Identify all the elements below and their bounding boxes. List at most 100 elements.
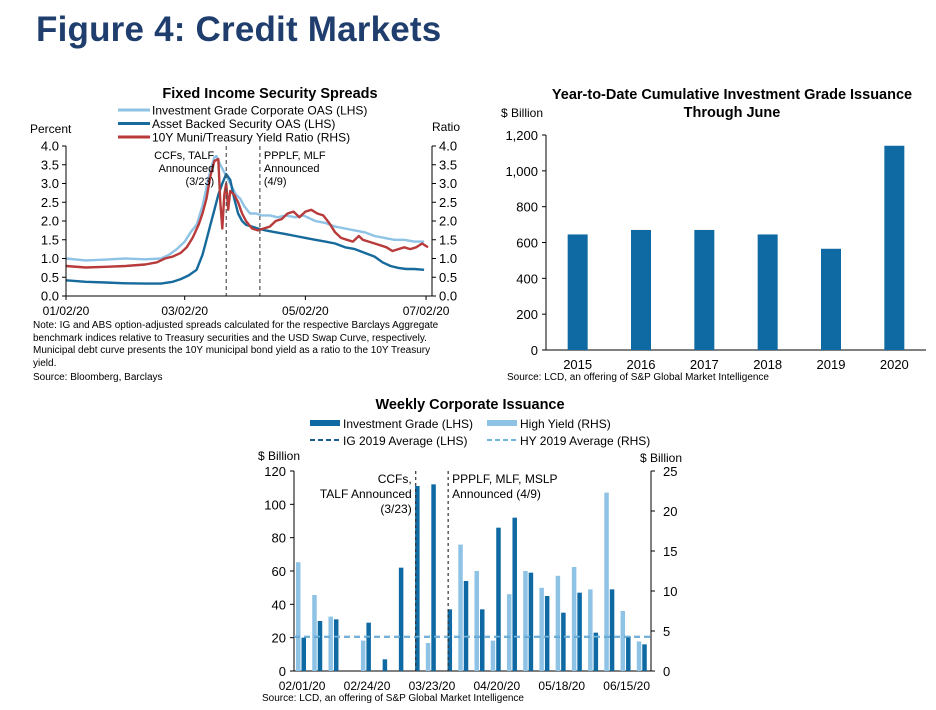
hy-bar — [588, 589, 593, 671]
hy-bar — [620, 611, 626, 671]
weekly-chart-title: Weekly Corporate Issuance — [375, 397, 565, 413]
event-annotation: (4/9) — [264, 176, 287, 188]
y-tick-label-right: 0 — [663, 664, 670, 679]
spreads-note: Note: IG and ABS option-adjusted spreads… — [33, 320, 439, 369]
y-tick-label: 2.5 — [41, 195, 59, 210]
weekly-source: Source: LCD, an offering of S&P Global M… — [262, 693, 524, 704]
ig-bar — [577, 592, 582, 671]
spreads-legend: Investment Grade Corporate OAS (LHS)Asse… — [118, 104, 367, 145]
spreads-chart: Investment Grade Corporate OAS (LHS)Asse… — [30, 104, 460, 319]
x-tick-label: 2016 — [627, 357, 656, 372]
ig-bar — [480, 609, 485, 671]
weekly-right-axis-label: $ Billion — [640, 451, 682, 465]
series-line — [65, 157, 429, 269]
hy-bar — [636, 641, 642, 671]
event-annotation: CCFs, — [378, 472, 412, 486]
ig-bar — [382, 659, 388, 671]
y-tick-label-right: 25 — [663, 464, 677, 479]
ig-bar — [447, 609, 453, 671]
y-tick-label: 2.0 — [41, 214, 59, 229]
x-tick-label: 02/24/20 — [344, 679, 391, 693]
y-tick-label-right: 0.5 — [439, 270, 457, 285]
event-annotation: PPPLF, MLF, MSLP — [452, 472, 557, 486]
y-tick-label-right: 15 — [663, 544, 677, 559]
y-tick-label-right: 10 — [663, 584, 677, 599]
ig-bar — [431, 484, 436, 671]
hy-bar — [571, 567, 577, 671]
x-tick-label: 02/01/20 — [279, 679, 326, 693]
ig-bar — [642, 644, 647, 671]
bar — [631, 229, 651, 350]
legend-label: IG 2019 Average (LHS) — [343, 434, 468, 448]
bar — [884, 145, 905, 350]
hy-bar — [539, 587, 544, 671]
y-tick-label: 800 — [516, 200, 538, 215]
y-tick-label: 400 — [516, 271, 538, 286]
ig-bar — [528, 572, 534, 671]
spreads-source: Source: Bloomberg, Barclays — [33, 372, 163, 383]
ig-bar — [512, 517, 517, 671]
hy-bar — [458, 544, 463, 671]
legend-label: Investment Grade (LHS) — [343, 417, 473, 431]
x-tick-label: 2015 — [563, 357, 592, 372]
y-tick-label: 1,200 — [505, 128, 538, 143]
x-tick-label: 07/02/20 — [403, 304, 450, 318]
y-tick-label-right: 20 — [663, 504, 677, 519]
y-tick-label: 200 — [516, 307, 538, 322]
x-tick-label: 2019 — [817, 357, 846, 372]
hy-bar — [506, 594, 512, 671]
ytd-title-line-1: Year-to-Date Cumulative Investment Grade… — [551, 87, 913, 103]
ig-bar — [301, 637, 306, 671]
x-tick-label: 05/02/20 — [282, 304, 329, 318]
event-annotation: Announced — [264, 163, 320, 175]
y-tick-label: 600 — [516, 236, 538, 251]
x-tick-label: 2018 — [753, 357, 782, 372]
figure-title: Figure 4: Credit Markets — [36, 10, 442, 49]
weekly-chart: Investment Grade (LHS) High Yield (RHS) IG… — [258, 417, 682, 693]
ig-bar — [609, 589, 615, 671]
ig-bar — [463, 581, 469, 671]
x-tick-label: 01/02/20 — [43, 304, 90, 318]
ig-bar — [333, 619, 339, 671]
y-tick-label: 100 — [264, 497, 286, 512]
event-annotation: (3/23) — [380, 502, 411, 516]
legend-label: High Yield (RHS) — [520, 417, 611, 431]
bar — [821, 248, 841, 350]
x-tick-label: 05/18/20 — [538, 679, 585, 693]
ytd-chart: $ Billion 0 200 400 600 800 1,000 1,200 2015 201… — [501, 106, 926, 372]
ig-bar — [496, 527, 501, 671]
weekly-left-axis-label: $ Billion — [258, 449, 300, 463]
hy-bar — [312, 595, 317, 671]
ig-bar — [415, 486, 420, 671]
weekly-legend: Investment Grade (LHS) High Yield (RHS) IG… — [310, 417, 650, 448]
ig-bar — [366, 622, 371, 671]
y-tick-label: 60 — [272, 564, 286, 579]
y-tick-label: 3.5 — [41, 157, 59, 172]
y-tick-label: 4.0 — [41, 139, 59, 154]
event-annotation: Announced — [159, 163, 215, 175]
ig-bar — [317, 621, 323, 671]
legend-label: HY 2019 Average (RHS) — [520, 434, 650, 448]
ig-bar — [593, 632, 599, 671]
ig-bar — [544, 596, 550, 671]
y-tick-label-right: 3.0 — [439, 176, 457, 191]
event-annotation: CCFs, TALF — [154, 150, 214, 162]
hy-bar — [425, 643, 431, 671]
ytd-chart-title: Year-to-Date Cumulative Investment Grade… — [524, 86, 936, 122]
y-tick-label-right: 1.5 — [439, 232, 457, 247]
event-annotation: Announced (4/9) — [452, 487, 541, 501]
bar — [757, 234, 778, 350]
ig-bar — [398, 567, 404, 671]
ytd-source: Source: LCD, an offering of S&P Global M… — [507, 372, 769, 383]
y-tick-label: 0.5 — [41, 270, 59, 285]
y-tick-label-right: 4.0 — [439, 139, 457, 154]
spreads-chart-title: Fixed Income Security Spreads — [162, 86, 378, 102]
bar — [694, 229, 715, 350]
y-tick-label-right: 0.0 — [439, 289, 457, 304]
y-tick-label: 3.0 — [41, 176, 59, 191]
hy-bar — [360, 640, 366, 671]
legend-label: 10Y Muni/Treasury Yield Ratio (RHS) — [152, 131, 350, 145]
y-tick-label-right: 1.0 — [439, 251, 457, 266]
x-tick-label: 03/02/20 — [161, 304, 208, 318]
y-tick-label-right: 5 — [663, 624, 670, 639]
